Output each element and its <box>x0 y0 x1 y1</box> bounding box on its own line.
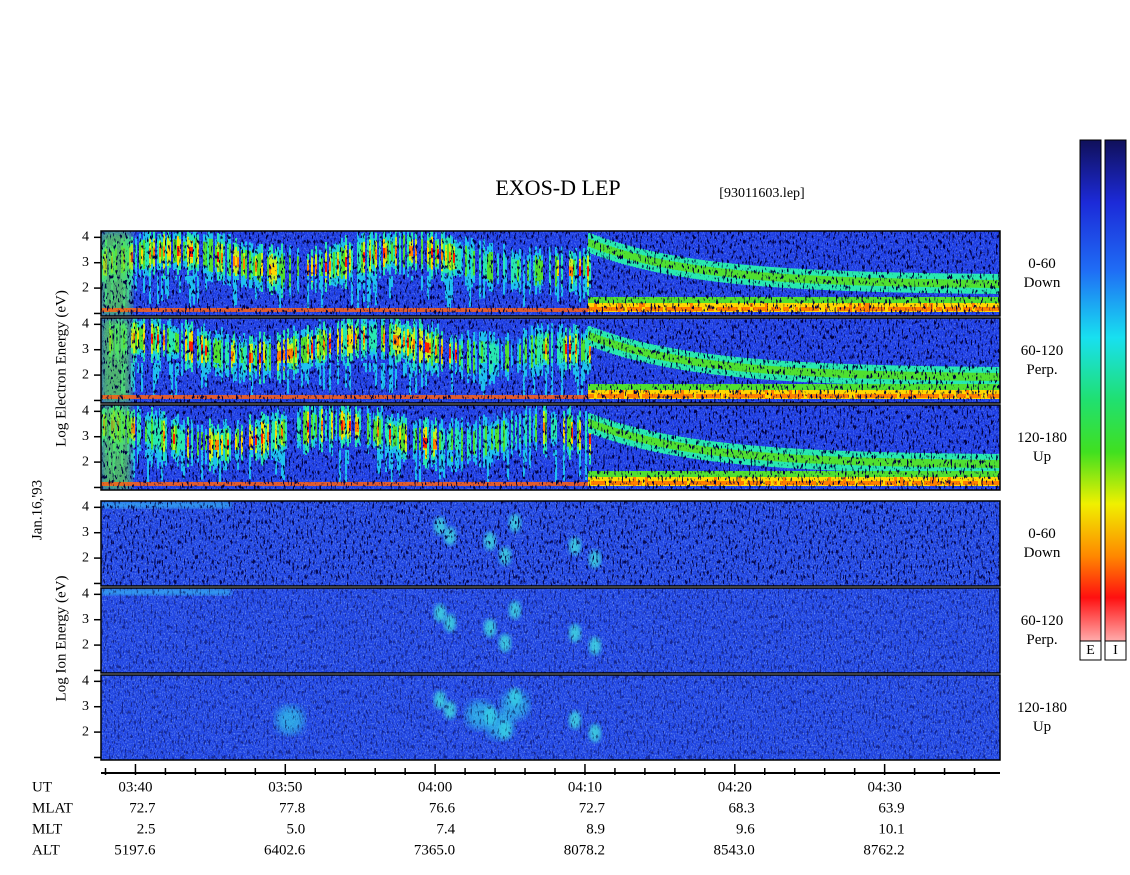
panel-label: 120-180 <box>1017 430 1067 446</box>
ephemeris-value: 68.3 <box>729 800 755 816</box>
panel-label: 60-120 <box>1021 343 1064 359</box>
ephemeris-value: 6402.6 <box>264 842 306 858</box>
spectrogram <box>101 231 1000 316</box>
panel-frame <box>100 587 1001 674</box>
panel-label: Up <box>1033 449 1051 465</box>
ephemeris-value: 77.8 <box>279 800 305 816</box>
y-tick-label: 3 <box>82 525 89 540</box>
panel-label: 60-120 <box>1021 613 1064 629</box>
specks <box>101 675 1000 760</box>
specks <box>101 588 1000 673</box>
row-label: ALT <box>32 842 60 858</box>
y-tick-label: 3 <box>82 612 89 627</box>
ephemeris-value: 7365.0 <box>414 842 455 858</box>
x-tick-label: 03:40 <box>118 779 152 795</box>
ephemeris-value: 63.9 <box>878 800 904 816</box>
panel-label: Down <box>1024 545 1061 561</box>
file-label: [93011603.lep] <box>719 186 804 201</box>
x-tick-label: 04:00 <box>418 779 452 795</box>
y-tick-label: 2 <box>82 637 89 652</box>
y-axis-label: Log Ion Energy (eV) <box>53 576 69 702</box>
y-tick-label: 2 <box>82 550 89 565</box>
y-tick-label: 4 <box>82 317 89 332</box>
row-label: UT <box>32 779 52 795</box>
y-tick-label: 4 <box>82 587 89 602</box>
ephemeris-value: 76.6 <box>429 800 456 816</box>
colorbar-label: I <box>1113 643 1118 658</box>
colorbar-label: E <box>1086 643 1095 658</box>
row-label: MLT <box>32 821 62 837</box>
ephemeris-value: 8078.2 <box>564 842 605 858</box>
date-label: Jan.16,'93 <box>29 480 45 540</box>
panel-label: 0-60 <box>1028 256 1056 272</box>
y-tick-label: 2 <box>82 280 89 295</box>
panel-label: 120-180 <box>1017 700 1067 716</box>
y-axis-label: Log Electron Energy (eV) <box>53 290 69 447</box>
specks <box>101 501 1000 586</box>
spectrogram <box>101 405 1000 490</box>
spectrogram <box>101 501 1000 586</box>
ephemeris-value: 72.7 <box>129 800 156 816</box>
ephemeris-value: 72.7 <box>579 800 606 816</box>
panel-label: Perp. <box>1026 632 1057 648</box>
ephemeris-value: 8543.0 <box>714 842 755 858</box>
y-tick-label: 3 <box>82 342 89 357</box>
panels: 2 3 4 0-60 Down 2 3 4 60-120 Perp. 2 3 4 120-180 Up Log… <box>32 139 1127 858</box>
y-tick-label: 3 <box>82 699 89 714</box>
panel-frame <box>100 500 1001 587</box>
ephemeris-value: 9.6 <box>736 821 755 837</box>
specks <box>101 318 1000 403</box>
panel-label: Up <box>1033 719 1051 735</box>
panel-label: Down <box>1024 275 1061 291</box>
y-tick-label: 4 <box>82 230 89 245</box>
x-tick-label: 03:50 <box>268 779 302 795</box>
y-tick-label: 3 <box>82 255 89 270</box>
specks <box>101 231 1000 316</box>
chart-title: EXOS-D LEP <box>495 175 620 200</box>
x-tick-label: 04:10 <box>568 779 602 795</box>
specks <box>101 405 1000 490</box>
spectrogram <box>101 675 1000 760</box>
y-tick-label: 2 <box>82 454 89 469</box>
y-tick-label: 4 <box>82 404 89 419</box>
ephemeris-value: 2.5 <box>137 821 156 837</box>
ephemeris-value: 5.0 <box>287 821 306 837</box>
panel-label: 0-60 <box>1028 526 1056 542</box>
row-label: MLAT <box>32 800 73 816</box>
spectrogram <box>101 588 1000 673</box>
panel-frame <box>100 404 1001 491</box>
colorbar <box>1104 139 1127 661</box>
colorbar-label-box <box>1079 640 1102 661</box>
panel-frame <box>100 230 1001 317</box>
y-tick-label: 2 <box>82 367 89 382</box>
y-tick-label: 2 <box>82 724 89 739</box>
colorbar-label-box <box>1104 640 1127 661</box>
y-tick-label: 4 <box>82 674 89 689</box>
ephemeris-value: 8762.2 <box>863 842 904 858</box>
ephemeris-value: 7.4 <box>436 821 455 837</box>
y-tick-label: 4 <box>82 500 89 515</box>
panel-frame <box>100 317 1001 404</box>
x-tick-label: 04:20 <box>718 779 752 795</box>
ephemeris-value: 10.1 <box>878 821 904 837</box>
y-tick-label: 3 <box>82 429 89 444</box>
ephemeris-value: 8.9 <box>586 821 605 837</box>
ephemeris-value: 5197.6 <box>114 842 156 858</box>
panel-frame <box>100 674 1001 761</box>
colorbar <box>1079 139 1102 661</box>
spectrogram <box>101 318 1000 403</box>
panel-label: Perp. <box>1026 362 1057 378</box>
x-tick-label: 04:30 <box>868 779 902 795</box>
